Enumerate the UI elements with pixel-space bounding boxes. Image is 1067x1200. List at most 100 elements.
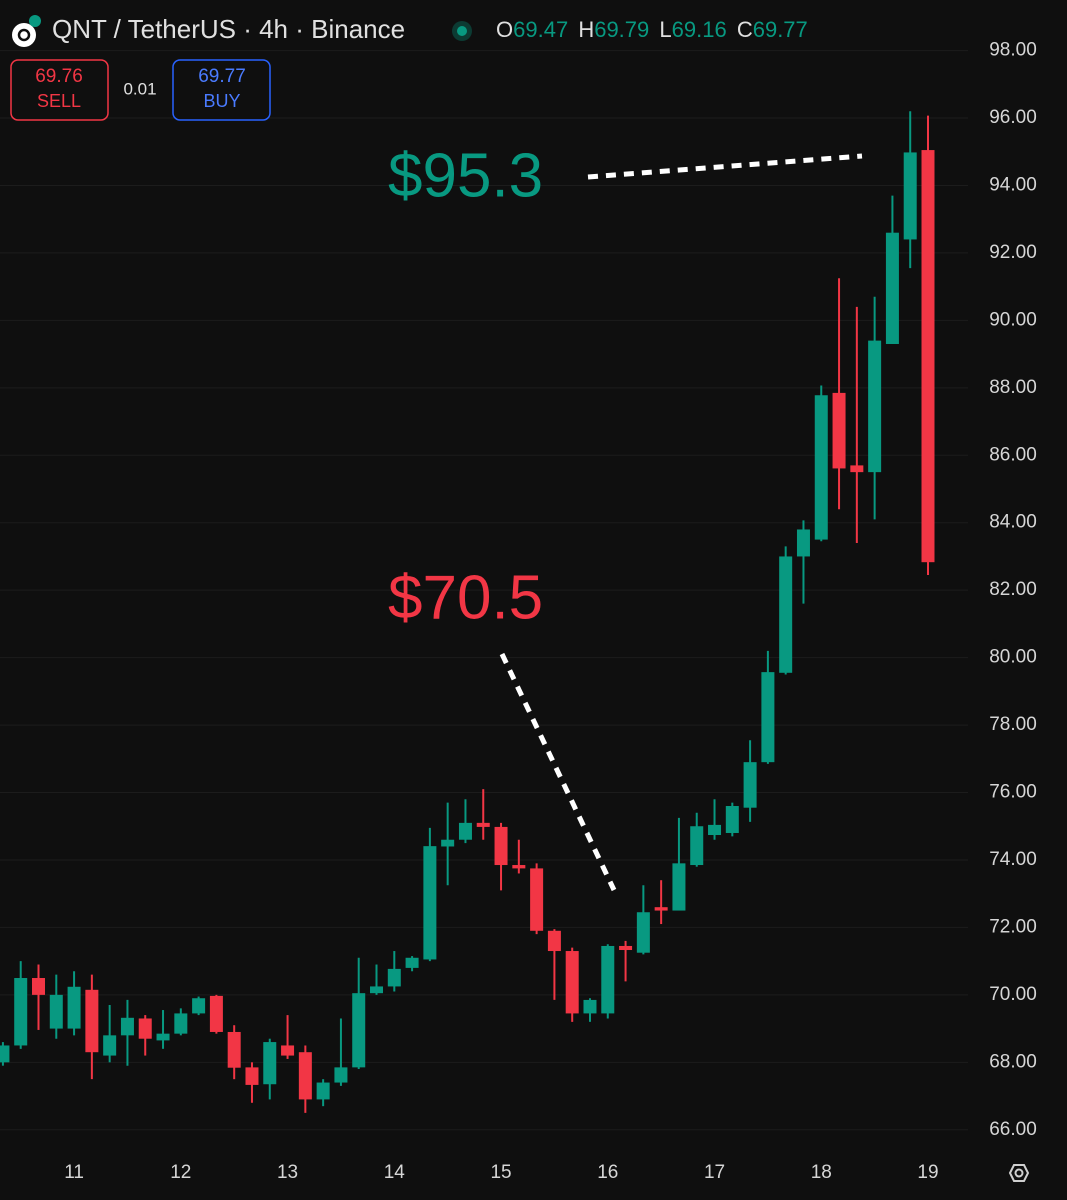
candle-body <box>316 1082 330 1100</box>
candles <box>0 111 935 1113</box>
symbol-logo <box>29 15 41 27</box>
candle-body <box>814 395 828 540</box>
candle-body <box>921 150 935 563</box>
x-tick-label: 17 <box>704 1162 725 1183</box>
candle-body <box>263 1042 277 1085</box>
candle-body <box>850 465 864 473</box>
y-tick-label: 70.00 <box>989 984 1037 1005</box>
candle-body <box>743 762 757 808</box>
spread: 0.01 <box>123 79 156 98</box>
candle-body <box>654 907 668 911</box>
x-tick-label: 13 <box>277 1162 298 1183</box>
candle-body <box>49 994 63 1029</box>
candle-body <box>868 340 882 473</box>
sell-button[interactable]: 69.76 SELL <box>10 59 109 121</box>
header: QNT / TetherUS · 4h · Binance O69.47 H69… <box>10 14 808 121</box>
y-tick-label: 88.00 <box>989 377 1037 398</box>
buy-button[interactable]: 69.77 BUY <box>172 59 271 121</box>
candle-body <box>547 930 561 952</box>
axes: 66.00 68.00 70.00 72.00 74.00 76.00 78.00 80.00… <box>64 40 1037 1183</box>
candle-body <box>370 986 384 994</box>
y-tick-label: 86.00 <box>989 444 1037 465</box>
candle-body <box>530 868 544 931</box>
candle-body <box>352 993 366 1068</box>
sell-price[interactable]: 69.76 <box>35 66 83 87</box>
ohlc-label: C <box>737 17 753 42</box>
y-tick-label: 82.00 <box>989 579 1037 600</box>
candle-body <box>458 822 472 840</box>
x-tick-label: 12 <box>170 1162 191 1183</box>
candle-body <box>476 822 490 827</box>
candle-body <box>565 951 579 1014</box>
candle-body <box>779 556 793 673</box>
candle-body <box>14 978 28 1046</box>
candle-body <box>903 152 917 240</box>
settings-icon-shape[interactable] <box>1014 1168 1024 1178</box>
ohlc-value: 69.47 <box>513 17 568 42</box>
candle-body <box>227 1031 241 1068</box>
candle-body <box>708 824 722 836</box>
candle-body <box>494 826 508 866</box>
candle-body <box>174 1013 188 1034</box>
candle-body <box>512 865 526 869</box>
annotation: $95.3 <box>388 141 543 210</box>
candle-body <box>405 957 419 968</box>
x-tick-label: 19 <box>917 1162 938 1183</box>
candle-body <box>387 968 401 987</box>
ohlc-value: 69.16 <box>672 17 727 42</box>
grid <box>0 50 968 1131</box>
candle-body <box>245 1067 259 1085</box>
candle-body <box>761 672 775 763</box>
symbol-logo <box>17 28 31 42</box>
candle-body <box>423 846 437 960</box>
annotation-line <box>587 153 863 180</box>
candle-body <box>138 1018 152 1039</box>
candle-body <box>672 863 686 911</box>
buy-button-frame[interactable] <box>172 59 271 121</box>
candle-body <box>636 912 650 953</box>
y-tick-label: 72.00 <box>989 916 1037 937</box>
candle-body <box>0 1045 10 1063</box>
sell-button-frame[interactable] <box>10 59 109 121</box>
y-tick-label: 66.00 <box>989 1119 1037 1140</box>
candle-body <box>298 1052 312 1100</box>
status-dot <box>457 26 467 36</box>
x-tick-label: 18 <box>811 1162 832 1183</box>
candle-body <box>209 995 223 1032</box>
y-tick-label: 74.00 <box>989 849 1037 870</box>
sell-label[interactable]: SELL <box>37 91 81 111</box>
annotation-line <box>499 652 617 892</box>
x-tick-label: 15 <box>490 1162 511 1183</box>
y-tick-label: 76.00 <box>989 782 1037 803</box>
buy-price[interactable]: 69.77 <box>198 66 246 87</box>
ohlc-label: H <box>578 17 594 42</box>
candle-body <box>67 986 81 1029</box>
candle-body <box>601 945 615 1014</box>
ohlc-value: 69.79 <box>594 17 649 42</box>
candle-body <box>334 1067 348 1083</box>
y-tick-label: 80.00 <box>989 647 1037 668</box>
ohlc-value: 69.77 <box>753 17 808 42</box>
candle-body <box>85 989 99 1053</box>
settings-icon-shape[interactable] <box>1008 1164 1030 1182</box>
candle-body <box>120 1017 134 1036</box>
candle-body <box>441 839 455 847</box>
candle-body <box>690 826 704 866</box>
candle-body <box>619 945 633 951</box>
y-tick-label: 84.00 <box>989 512 1037 533</box>
y-tick-label: 96.00 <box>989 107 1037 128</box>
buy-label[interactable]: BUY <box>203 91 240 111</box>
candle-body <box>32 978 45 995</box>
candle-body <box>103 1035 117 1056</box>
y-tick-label: 78.00 <box>989 714 1037 735</box>
candle-body <box>832 392 846 469</box>
y-tick-label: 68.00 <box>989 1051 1037 1072</box>
candle-body <box>583 999 597 1014</box>
y-tick-label: 90.00 <box>989 309 1037 330</box>
y-tick-label: 94.00 <box>989 174 1037 195</box>
ohlc-label: L <box>659 17 671 42</box>
settings-icon[interactable] <box>1008 1164 1030 1182</box>
